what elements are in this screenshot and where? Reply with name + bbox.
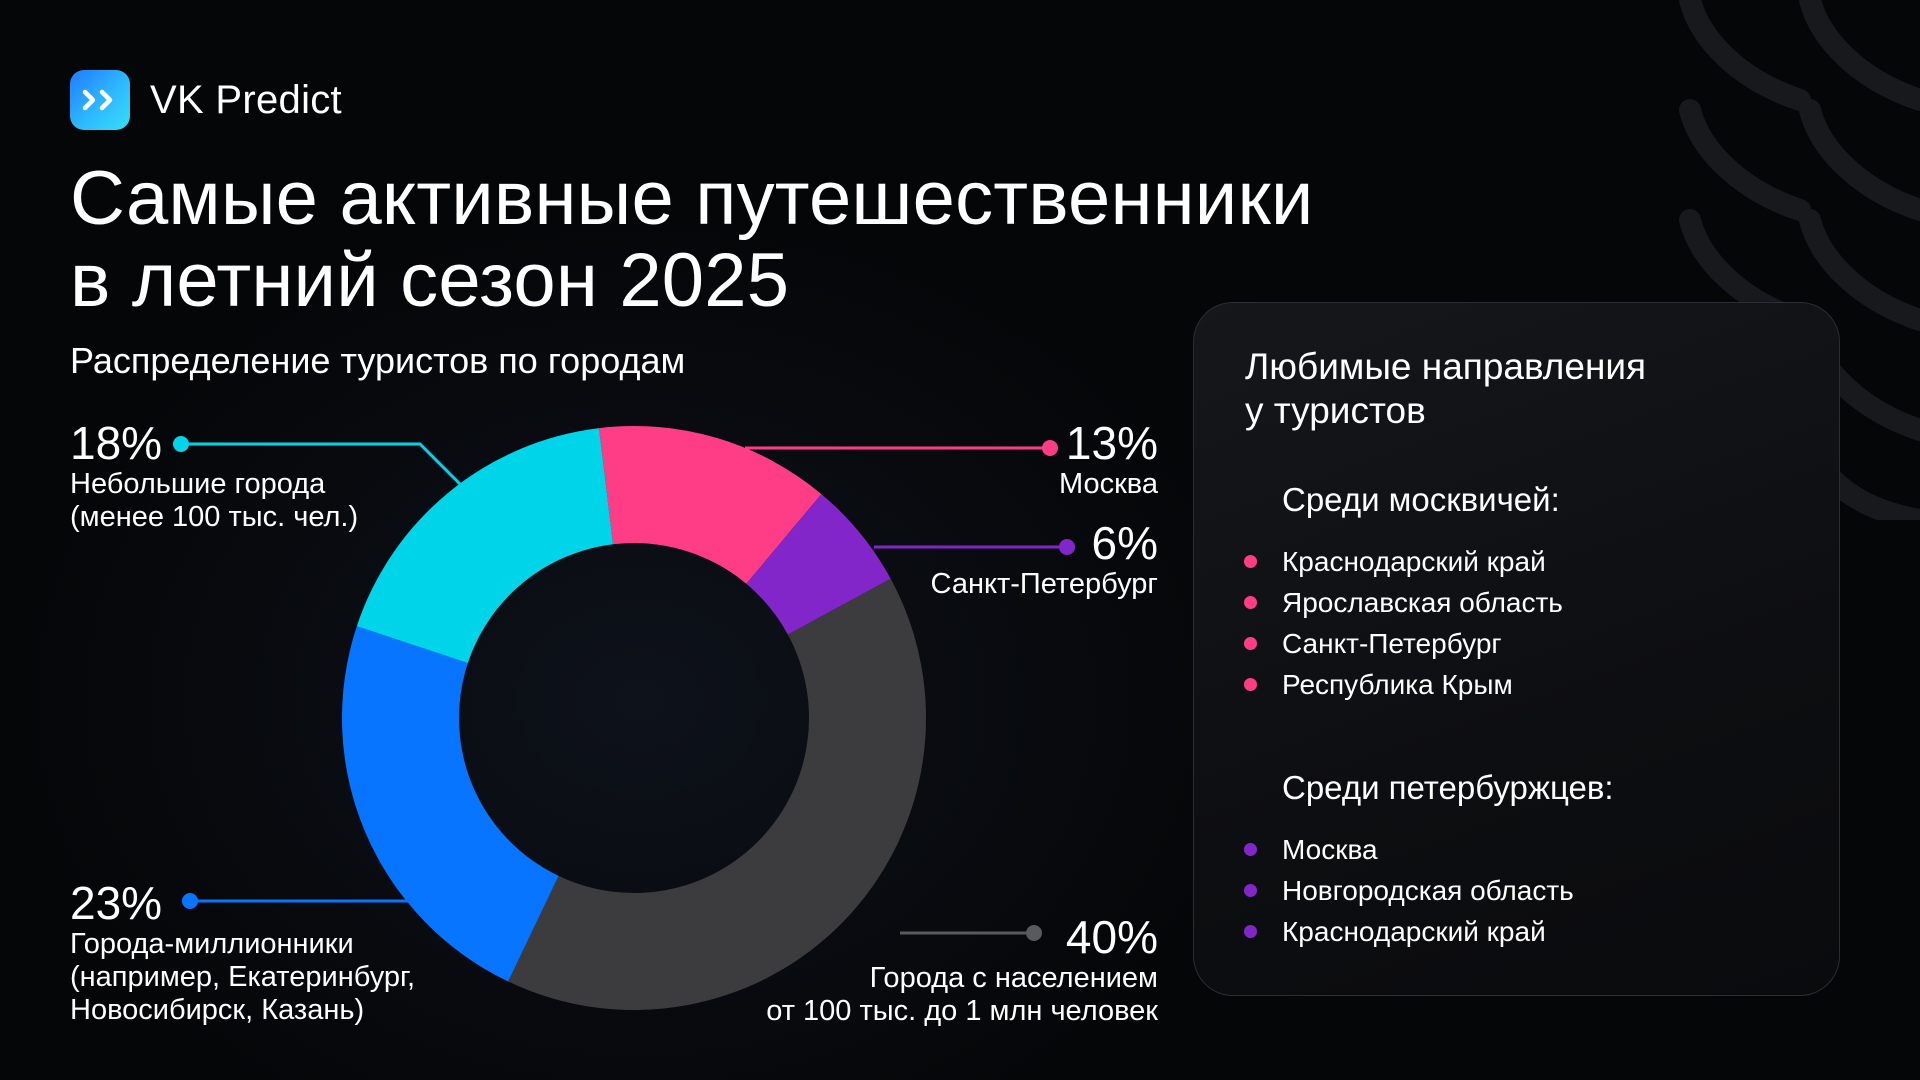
chart-title: Распределение туристов по городам	[70, 340, 686, 381]
leader-dot-small-cities	[173, 436, 189, 452]
bullet-dot	[1244, 678, 1257, 691]
list-item: Краснодарский край	[1244, 911, 1574, 952]
label-moscow: 13% Москва	[1059, 418, 1158, 501]
brand-name: VK Predict	[150, 77, 342, 122]
list-item: Краснодарский край	[1244, 541, 1563, 582]
bullet-dot	[1244, 555, 1257, 568]
list-item-label: Москва	[1282, 833, 1378, 865]
slice-name-line: от 100 тыс. до 1 млн человек	[766, 995, 1158, 1027]
list-item: Москва	[1244, 829, 1574, 870]
list-item: Новгородская область	[1244, 870, 1574, 911]
slice-percent: 18%	[70, 417, 163, 469]
slice-moscow	[599, 426, 822, 584]
label-saint-petersburg: 6% Санкт-Петербург	[931, 518, 1158, 601]
vk-predict-logo-icon	[70, 70, 130, 130]
favorite-destinations-panel: Любимые направления у туристов Среди мос…	[1193, 302, 1840, 996]
slice-name-line: Города с населением	[869, 962, 1158, 994]
slice-name-line: Небольшие города	[70, 468, 326, 500]
slice-million-cities	[342, 626, 559, 982]
bullet-dot	[1244, 637, 1257, 650]
list-item: Санкт-Петербург	[1244, 623, 1563, 664]
list-item-label: Ярославская область	[1282, 586, 1563, 618]
leader-dot-mid-cities	[1026, 925, 1042, 941]
title-line: Самые активные путешественники	[70, 156, 1314, 241]
list-item-label: Краснодарский край	[1282, 915, 1546, 947]
slice-percent: 6%	[1091, 517, 1158, 569]
slice-name-line: (менее 100 тыс. чел.)	[70, 501, 359, 533]
list-item: Республика Крым	[1244, 664, 1563, 705]
slice-small-cities	[356, 428, 614, 663]
slice-percent: 13%	[1065, 417, 1158, 469]
list-muscovites: Краснодарский край Ярославская область С…	[1244, 541, 1563, 705]
panel-title-line: у туристов	[1245, 390, 1426, 431]
label-small-cities: 18% Небольшие города (менее 100 тыс. чел…	[70, 418, 358, 534]
title-line: в летний сезон 2025	[70, 238, 790, 323]
slice-name-line: Города-миллионники	[70, 928, 354, 960]
leader-dot-saint-petersburg	[1059, 539, 1075, 555]
list-item-label: Краснодарский край	[1282, 545, 1546, 577]
list-petersburgers: Москва Новгородская область Краснодарски…	[1244, 829, 1574, 952]
list-item-label: Республика Крым	[1282, 668, 1513, 700]
panel-title-line: Любимые направления	[1245, 346, 1647, 387]
leader-dot-million-cities	[182, 893, 198, 909]
slice-name: Санкт-Петербург	[930, 568, 1158, 600]
page-title: Самые активные путешественники в летний …	[70, 158, 1570, 322]
list-item-label: Новгородская область	[1282, 874, 1574, 906]
group-heading-muscovites: Среди москвичей:	[1282, 481, 1560, 518]
slice-saint-petersburg	[746, 494, 891, 635]
bullet-dot	[1244, 596, 1257, 609]
label-million-cities: 23% Города-миллионники (например, Екатер…	[70, 878, 415, 1027]
brand-logo: VK Predict	[70, 70, 342, 130]
bullet-dot	[1244, 884, 1257, 897]
label-mid-cities: 40% Города с населением от 100 тыс. до 1…	[766, 912, 1158, 1028]
leader-line-small-cities	[181, 442, 462, 486]
bullet-dot	[1244, 925, 1257, 938]
group-heading-petersburgers: Среди петербуржцев:	[1282, 769, 1614, 806]
slice-percent: 40%	[1065, 911, 1158, 963]
panel-title: Любимые направления у туристов	[1245, 345, 1646, 433]
slice-mid-cities	[508, 578, 926, 1010]
slice-percent: 23%	[70, 877, 163, 929]
leader-dot-moscow	[1042, 440, 1058, 456]
bullet-dot	[1244, 843, 1257, 856]
slice-name: Москва	[1058, 468, 1158, 500]
slice-name-line: Новосибирск, Казань)	[70, 994, 365, 1026]
list-item-label: Санкт-Петербург	[1282, 627, 1502, 659]
list-item: Ярославская область	[1244, 582, 1563, 623]
slice-name-line: (например, Екатеринбург,	[70, 961, 416, 993]
